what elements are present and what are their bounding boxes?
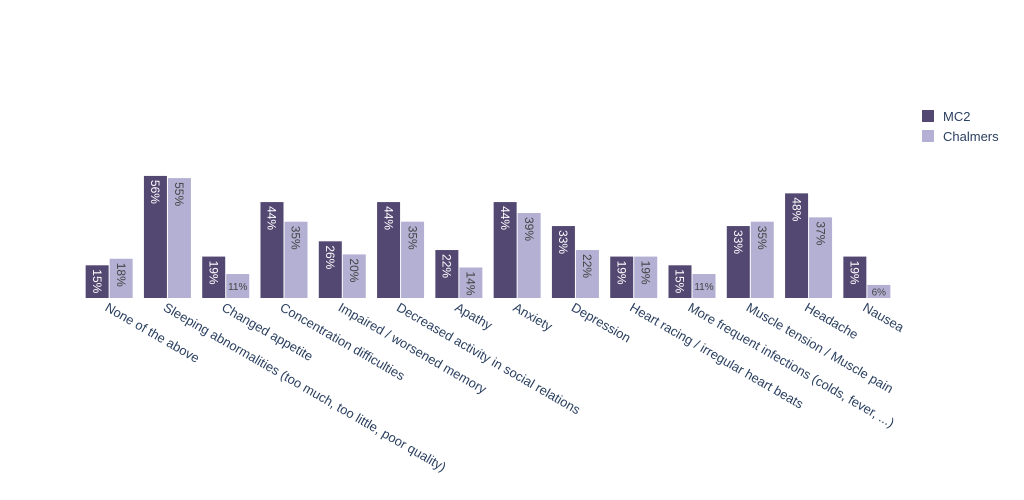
- bar-mc2-decreased-activity-in-social-relations[interactable]: [377, 202, 401, 298]
- data-label-chalmers-headache: 37%: [813, 221, 827, 245]
- x-tick-label-depression: Depression: [569, 300, 633, 346]
- bar-mc2-nausea[interactable]: [843, 256, 867, 298]
- data-label-mc2-apathy: 22%: [440, 254, 454, 278]
- data-label-mc2-more-frequent-infections-colds-fever: 15%: [673, 269, 687, 293]
- data-label-chalmers-changed-appetite: 11%: [228, 282, 247, 293]
- bar-mc2-changed-appetite[interactable]: [202, 256, 226, 298]
- data-label-mc2-muscle-tension-muscle-pain: 33%: [731, 230, 745, 254]
- data-label-chalmers-anxiety: 39%: [522, 217, 536, 241]
- data-label-chalmers-depression: 22%: [580, 254, 594, 278]
- data-label-mc2-nausea: 19%: [848, 261, 862, 285]
- data-label-mc2-anxiety: 44%: [498, 206, 512, 230]
- legend-item-mc2[interactable]: MC2: [922, 106, 999, 126]
- legend-item-chalmers[interactable]: Chalmers: [922, 126, 999, 146]
- bar-chalmers-anxiety[interactable]: [517, 212, 541, 298]
- bar-group: [85, 175, 891, 298]
- bar-mc2-more-frequent-infections-colds-fever[interactable]: [668, 265, 692, 298]
- data-label-group: 15% 18% 56% 55% 19% 11% 44% 35% 26% 20% 44% 35% 22% 1…: [90, 180, 886, 299]
- data-label-chalmers-nausea: 6%: [872, 287, 887, 298]
- legend-swatch-chalmers: [922, 130, 934, 142]
- bar-mc2-concentration-difficulties[interactable]: [260, 202, 284, 298]
- bar-chalmers-changed-appetite[interactable]: [226, 274, 250, 298]
- bar-chalmers-heart-racing-irregular-heart-beats[interactable]: [634, 256, 658, 298]
- data-label-mc2-concentration-difficulties: 44%: [265, 206, 279, 230]
- data-label-chalmers-concentration-difficulties: 35%: [289, 226, 303, 250]
- data-label-mc2-decreased-activity-in-social-relations: 44%: [381, 206, 395, 230]
- bar-mc2-impaired-worsened-memory[interactable]: [318, 241, 342, 298]
- data-label-mc2-none-of-the-above: 15%: [90, 269, 104, 293]
- data-label-mc2-sleeping-abnormalities-too-much-too-little-poor-quality: 56%: [148, 180, 162, 204]
- data-label-chalmers-none-of-the-above: 18%: [114, 263, 128, 287]
- legend: MC2 Chalmers: [922, 106, 999, 146]
- data-label-chalmers-heart-racing-irregular-heart-beats: 19%: [638, 261, 652, 285]
- bar-chalmers-none-of-the-above[interactable]: [109, 258, 133, 298]
- bar-chalmers-depression[interactable]: [575, 250, 599, 298]
- data-label-mc2-impaired-worsened-memory: 26%: [323, 245, 337, 269]
- bar-mc2-heart-racing-irregular-heart-beats[interactable]: [610, 256, 634, 298]
- bar-chalmers-concentration-difficulties[interactable]: [284, 221, 308, 298]
- data-label-mc2-headache: 48%: [789, 197, 803, 221]
- bar-mc2-sleeping-abnormalities-too-much-too-little-poor-quality[interactable]: [143, 175, 167, 298]
- bar-chalmers-more-frequent-infections-colds-fever[interactable]: [692, 274, 716, 298]
- bar-mc2-apathy[interactable]: [435, 250, 459, 298]
- bar-mc2-muscle-tension-muscle-pain[interactable]: [726, 226, 750, 298]
- bar-chalmers-apathy[interactable]: [459, 267, 483, 298]
- bar-chalmers-nausea[interactable]: [867, 284, 891, 298]
- x-tick-label-anxiety: Anxiety: [511, 300, 556, 335]
- bar-mc2-depression[interactable]: [551, 226, 575, 298]
- bar-mc2-headache[interactable]: [785, 193, 809, 298]
- legend-label-chalmers: Chalmers: [943, 128, 999, 144]
- bar-chalmers-decreased-activity-in-social-relations[interactable]: [401, 221, 425, 298]
- data-label-mc2-changed-appetite: 19%: [206, 261, 220, 285]
- bar-chalmers-sleeping-abnormalities-too-much-too-little-poor-quality[interactable]: [167, 178, 191, 298]
- data-label-chalmers-decreased-activity-in-social-relations: 35%: [405, 226, 419, 250]
- data-label-mc2-heart-racing-irregular-heart-beats: 19%: [614, 261, 628, 285]
- bar-mc2-none-of-the-above[interactable]: [85, 265, 109, 298]
- legend-label-mc2: MC2: [943, 108, 971, 124]
- data-label-mc2-depression: 33%: [556, 230, 570, 254]
- x-tick-label-apathy: Apathy: [452, 300, 495, 333]
- bar-chalmers-impaired-worsened-memory[interactable]: [342, 254, 366, 298]
- data-label-chalmers-muscle-tension-muscle-pain: 35%: [755, 226, 769, 250]
- data-label-chalmers-more-frequent-infections-colds-fever: 11%: [694, 282, 713, 293]
- bar-chalmers-muscle-tension-muscle-pain[interactable]: [750, 221, 774, 298]
- data-label-chalmers-impaired-worsened-memory: 20%: [347, 258, 361, 282]
- data-label-chalmers-apathy: 14%: [464, 271, 478, 295]
- legend-swatch-mc2: [922, 110, 934, 122]
- bar-chalmers-headache[interactable]: [809, 217, 833, 298]
- data-label-chalmers-sleeping-abnormalities-too-much-too-little-poor-quality: 55%: [172, 182, 186, 206]
- x-tick-label-nausea: Nausea: [860, 300, 907, 336]
- bar-mc2-anxiety[interactable]: [493, 202, 517, 298]
